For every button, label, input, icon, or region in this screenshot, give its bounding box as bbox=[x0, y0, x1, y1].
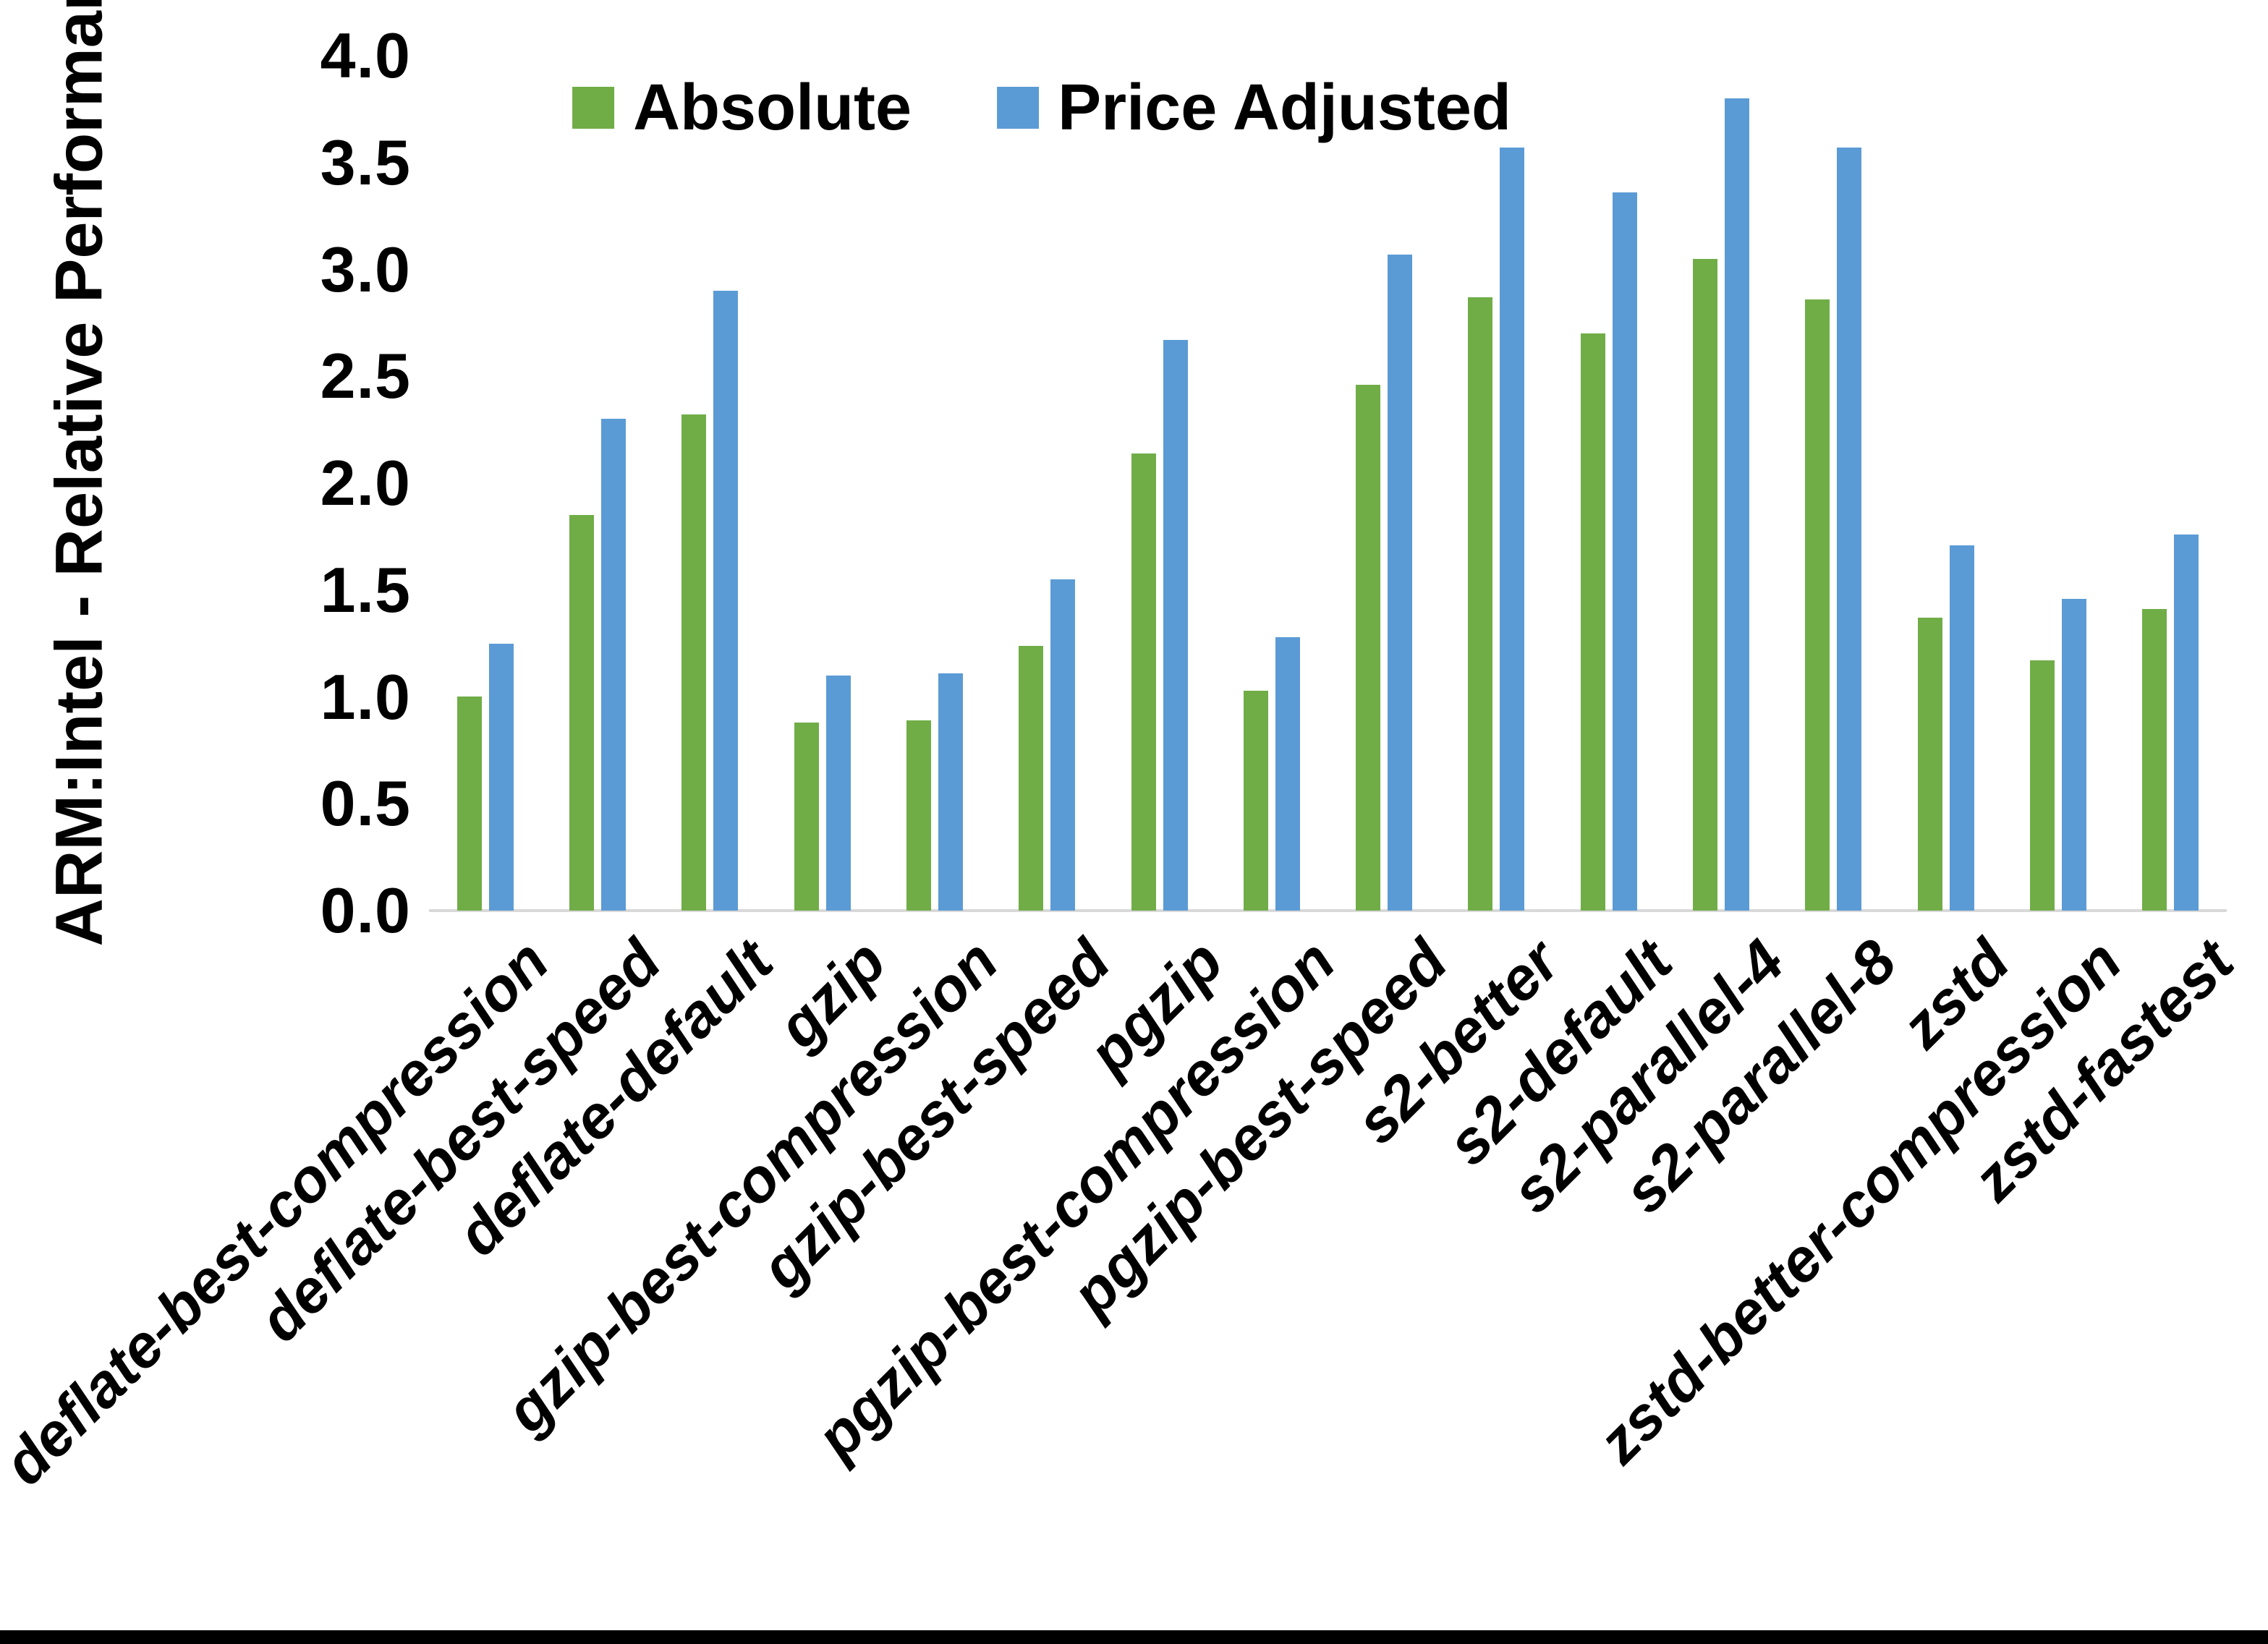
category-slot bbox=[1103, 56, 1215, 911]
bar-pair bbox=[906, 673, 963, 911]
bar-price-adjusted bbox=[938, 673, 963, 911]
y-tick-label: 3.0 bbox=[320, 233, 411, 305]
bar-price-adjusted bbox=[1050, 579, 1076, 911]
bar-absolute bbox=[1693, 259, 1718, 911]
bar-pair bbox=[1131, 340, 1188, 911]
bar-absolute bbox=[1580, 333, 1605, 911]
bar-pair bbox=[456, 644, 514, 911]
bottom-border-bar bbox=[0, 1630, 2268, 1644]
category-slot bbox=[2002, 56, 2114, 911]
y-tick-label: 4.0 bbox=[320, 20, 411, 91]
bar-absolute bbox=[1805, 299, 1830, 911]
bar-pair bbox=[1917, 545, 1974, 911]
y-tick-label: 3.5 bbox=[320, 126, 411, 198]
bar-pair bbox=[1019, 579, 1076, 911]
category-slot bbox=[654, 56, 766, 911]
category-slot bbox=[1215, 56, 1328, 911]
category-slot bbox=[1440, 56, 1553, 911]
category-slot bbox=[991, 56, 1103, 911]
bar-price-adjusted bbox=[1388, 255, 1413, 911]
bar-pair bbox=[1356, 255, 1413, 911]
category-slot bbox=[1328, 56, 1440, 911]
bar-pair bbox=[1243, 637, 1300, 911]
x-axis-line bbox=[429, 909, 2227, 912]
legend-swatch-absolute-icon bbox=[572, 87, 615, 129]
category-slot bbox=[1553, 56, 1665, 911]
y-tick-label: 1.0 bbox=[320, 660, 411, 733]
legend-label-price-adjusted: Price Adjusted bbox=[1058, 72, 1511, 144]
y-tick-label: 1.5 bbox=[320, 553, 411, 626]
bar-absolute bbox=[1019, 646, 1044, 911]
bar-price-adjusted bbox=[1500, 148, 1525, 911]
category-slot bbox=[878, 56, 990, 911]
bar-absolute bbox=[794, 723, 819, 911]
y-tick-label: 2.5 bbox=[320, 340, 411, 412]
bar-absolute bbox=[906, 720, 931, 911]
category-slot bbox=[429, 56, 541, 911]
bar-pair bbox=[1693, 98, 1750, 911]
category-slot bbox=[1778, 56, 1890, 911]
bar-price-adjusted bbox=[1612, 192, 1637, 911]
bar-absolute bbox=[1243, 691, 1268, 911]
bar-price-adjusted bbox=[2174, 534, 2199, 911]
bar-absolute bbox=[1131, 453, 1156, 911]
bar-price-adjusted bbox=[1163, 340, 1188, 911]
y-tick-label: 2.0 bbox=[320, 447, 411, 519]
bar-absolute bbox=[1917, 618, 1942, 911]
bar-absolute bbox=[456, 697, 482, 911]
bar-absolute bbox=[569, 515, 594, 911]
bar-price-adjusted bbox=[488, 644, 514, 911]
bar-pair bbox=[2030, 599, 2087, 911]
legend-swatch-price-adjusted-icon bbox=[997, 87, 1040, 129]
bar-pair bbox=[1468, 148, 1525, 911]
bar-pair bbox=[2142, 534, 2199, 911]
bar-price-adjusted bbox=[1949, 545, 1974, 911]
bar-absolute bbox=[1356, 385, 1381, 911]
bar-price-adjusted bbox=[1725, 98, 1750, 911]
bar-pair bbox=[794, 676, 851, 911]
y-tick-label: 0.0 bbox=[320, 874, 411, 946]
bar-price-adjusted bbox=[713, 291, 739, 911]
bar-absolute bbox=[2142, 609, 2167, 911]
bar-price-adjusted bbox=[825, 676, 851, 911]
plot-area bbox=[429, 56, 2227, 912]
bar-price-adjusted bbox=[2062, 599, 2087, 911]
legend-label-absolute: Absolute bbox=[633, 72, 912, 144]
category-slot bbox=[1665, 56, 1777, 911]
category-slot bbox=[2115, 56, 2227, 911]
bar-pair bbox=[681, 291, 739, 911]
bar-price-adjusted bbox=[1837, 148, 1862, 911]
legend: Absolute Price Adjusted bbox=[572, 75, 1511, 140]
bar-absolute bbox=[681, 414, 707, 911]
bar-price-adjusted bbox=[1275, 637, 1300, 911]
y-tick-label: 0.5 bbox=[320, 767, 411, 840]
bar-pair bbox=[1580, 192, 1637, 911]
bar-absolute bbox=[1468, 297, 1493, 911]
category-slot bbox=[766, 56, 878, 911]
category-slot bbox=[541, 56, 653, 911]
bar-absolute bbox=[2030, 660, 2055, 911]
bar-pair bbox=[569, 419, 626, 911]
y-axis-title: ARM:Intel - Relative Performance bbox=[42, 0, 116, 947]
bar-price-adjusted bbox=[600, 419, 626, 911]
bar-pair bbox=[1805, 148, 1862, 911]
category-slot bbox=[1890, 56, 2002, 911]
